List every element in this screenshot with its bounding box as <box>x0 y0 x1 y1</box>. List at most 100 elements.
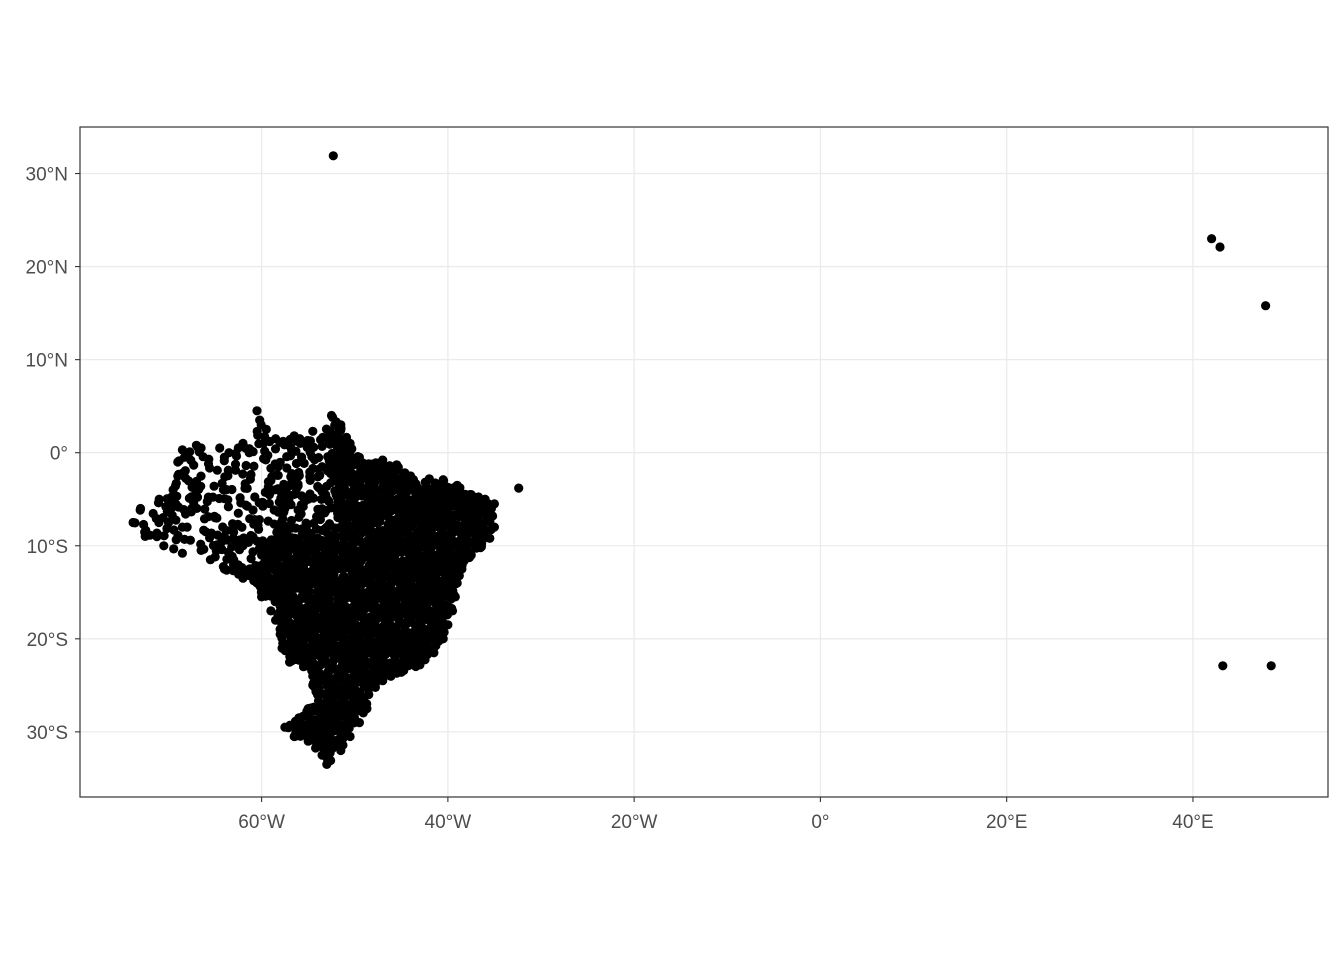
data-point <box>234 545 245 555</box>
data-point <box>171 515 181 525</box>
data-point <box>355 535 365 546</box>
axes: 60°W 40°W 20°W 0° 20°E 40°E 30°N 20°N 10°N 0° 10°S… <box>26 165 1214 833</box>
y-tick-label: 30°N <box>26 165 68 186</box>
data-point <box>324 496 334 506</box>
data-point <box>447 550 457 560</box>
outlier-point <box>328 151 338 161</box>
data-point <box>304 586 314 596</box>
data-point <box>192 503 202 513</box>
data-point <box>196 539 206 549</box>
data-point <box>254 439 264 449</box>
data-point <box>338 740 348 750</box>
data-point <box>227 484 237 495</box>
outlier-point <box>1215 242 1225 252</box>
y-tick-label: 10°S <box>27 537 68 558</box>
data-point <box>230 459 241 469</box>
data-point <box>293 479 303 489</box>
data-point <box>326 755 336 766</box>
data-point <box>421 478 431 488</box>
data-point <box>257 497 268 507</box>
data-point <box>246 469 256 480</box>
data-point <box>362 699 372 709</box>
data-point <box>254 515 264 525</box>
data-point <box>159 531 169 541</box>
data-point <box>242 483 252 493</box>
data-point <box>286 515 297 526</box>
data-point <box>264 498 274 509</box>
data-point <box>162 523 172 534</box>
data-point <box>411 479 421 489</box>
data-point <box>341 432 352 442</box>
y-tick-label: 20°S <box>27 630 68 651</box>
data-point <box>196 471 206 481</box>
data-point <box>235 493 245 503</box>
data-point <box>453 520 463 530</box>
data-point <box>342 602 352 612</box>
data-point <box>233 508 243 518</box>
data-point <box>347 444 357 454</box>
outlier-point <box>1218 661 1228 671</box>
data-point <box>397 590 407 600</box>
data-point <box>483 498 493 509</box>
data-point <box>145 530 155 540</box>
data-point <box>385 631 395 642</box>
data-point <box>366 525 376 535</box>
outlier-point <box>1207 234 1217 244</box>
data-point <box>339 572 350 582</box>
data-point <box>473 492 484 502</box>
data-point <box>237 563 247 573</box>
x-tick-label: 20°W <box>611 812 658 833</box>
data-point <box>185 535 195 545</box>
data-point <box>159 541 169 551</box>
outlier-point <box>514 483 524 493</box>
data-point <box>349 713 360 723</box>
data-point <box>265 436 275 447</box>
data-point <box>294 467 304 478</box>
data-point <box>439 627 449 637</box>
data-point <box>319 689 329 699</box>
data-point <box>204 454 214 464</box>
data-point <box>308 426 318 436</box>
data-point <box>213 530 223 540</box>
data-point <box>462 535 472 545</box>
x-tick-label: 40°W <box>425 812 472 833</box>
data-point <box>200 504 210 514</box>
data-point <box>263 450 273 460</box>
y-tick-label: 0° <box>50 444 68 465</box>
data-point <box>130 518 140 528</box>
data-point <box>331 417 341 427</box>
data-point <box>273 470 283 480</box>
data-point <box>249 461 259 471</box>
data-point <box>224 448 234 458</box>
data-point <box>237 522 247 532</box>
data-point <box>270 444 281 454</box>
data-point <box>301 518 311 528</box>
data-point <box>295 434 305 444</box>
data-point <box>288 592 298 602</box>
data-point <box>278 436 288 446</box>
data-point <box>330 530 340 540</box>
data-point <box>223 502 233 512</box>
data-point <box>447 535 457 545</box>
data-point <box>209 481 219 491</box>
data-point <box>212 513 222 523</box>
data-point <box>336 423 346 433</box>
data-point <box>464 546 474 556</box>
data-point <box>223 465 233 475</box>
data-point <box>393 462 403 472</box>
data-point <box>314 483 324 493</box>
data-point <box>252 406 262 416</box>
data-point <box>169 544 179 554</box>
data-point <box>171 478 181 488</box>
data-point <box>153 498 164 508</box>
data-point <box>180 466 190 476</box>
x-tick-label: 20°E <box>986 812 1027 833</box>
data-point <box>386 658 396 668</box>
data-point <box>340 484 350 495</box>
data-point <box>437 509 447 519</box>
data-point <box>135 505 145 515</box>
data-point <box>275 457 285 467</box>
y-tick-label: 10°N <box>26 351 68 372</box>
data-point <box>353 452 363 462</box>
